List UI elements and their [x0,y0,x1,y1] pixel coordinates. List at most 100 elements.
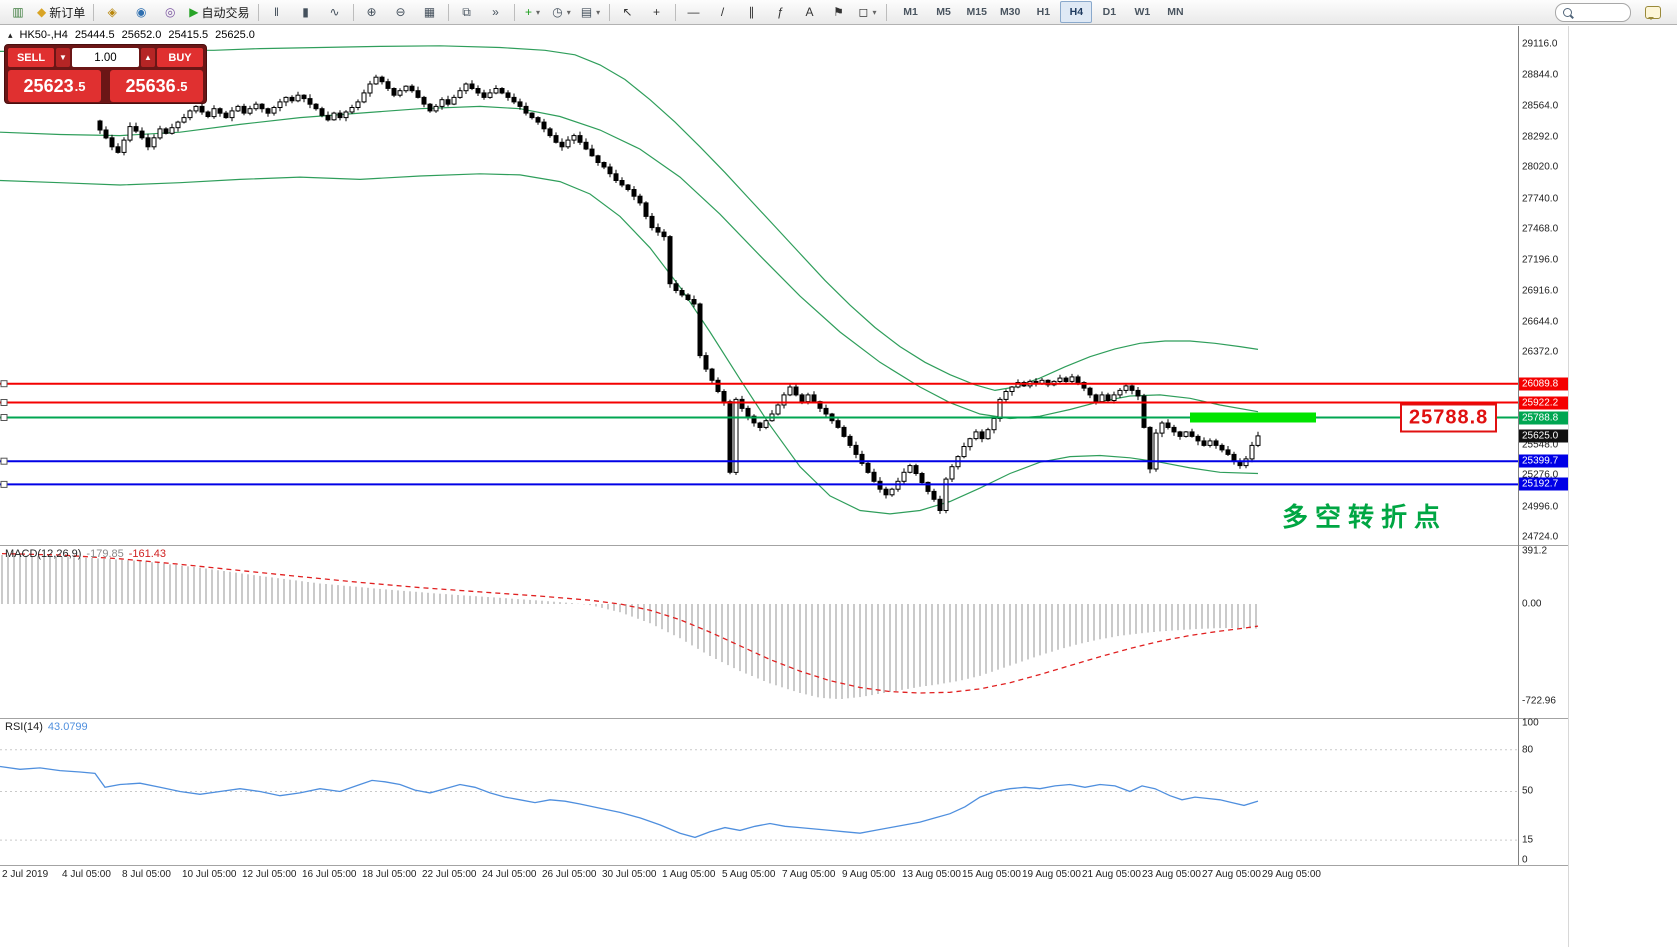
chat-button[interactable] [1639,1,1667,23]
rsi-scale-0: 0 [1522,854,1528,866]
cursor-button[interactable]: ↖ [614,1,642,23]
indicators-button[interactable]: + ▾ [519,1,547,23]
timeframe-m1-button[interactable]: M1 [903,6,918,18]
tile-windows-button[interactable]: ▦ [416,1,444,23]
time-axis-label: 23 Aug 05:00 [1142,869,1201,880]
timeframe-h1-button[interactable]: H1 [1036,6,1051,18]
chart-annotation[interactable]: 多空转折点 [1282,502,1448,532]
one-click-trade-panel: SELL ▼ ▲ BUY 25623 .5 25636 .5 [4,44,207,104]
volume-down-button[interactable]: ▼ [56,48,70,67]
toolbar-separator [447,3,449,21]
chart-ohlc-header: ▴ HK50-,H4 25444.5 25652.0 25415.5 25625… [8,29,255,41]
arrow-tools-icon: ⚑ [833,5,844,19]
bid-price-fraction: .5 [74,78,86,94]
close-value: 25625.0 [215,29,255,41]
timeframe-m15-button[interactable]: M15 [966,6,987,18]
market-watch-button[interactable]: ◉ [127,1,155,23]
rsi-scale-80: 80 [1522,744,1534,756]
strategy-tester-button[interactable]: ◎ [156,1,184,23]
price-scale-label: 29116.0 [1522,38,1558,50]
trendline-button[interactable]: / [709,1,737,23]
fibonacci-button[interactable]: ƒ [767,1,795,23]
price-scale-label: 28844.0 [1522,69,1559,80]
shapes-icon: ◻ [858,5,869,19]
autotrading-button[interactable]: ▶ 自动交易 [185,1,253,23]
profiles-button[interactable]: ◈ [98,1,126,23]
toolbar-right-cluster [1555,1,1667,23]
rsi-scale-100: 100 [1522,717,1539,729]
timeframe-mn-button[interactable]: MN [1167,6,1184,18]
macd-label: MACD(12,26,9) -179.85 -161.43 [5,548,166,560]
auto-scroll-icon: » [492,5,499,19]
bar-chart-icon: ‖ [274,5,279,19]
toolbar-separator [885,3,887,21]
zoom-out-button[interactable]: ⊖ [387,1,415,23]
price-callout-label[interactable]: 25788.8 [1400,403,1498,432]
time-axis-label: 29 Aug 05:00 [1262,869,1321,880]
line-chart-button[interactable]: ∿ [321,1,349,23]
timeframe-m30-button[interactable]: M30 [999,6,1021,18]
text-button[interactable]: A [796,1,824,23]
rsi-scale-15: 15 [1522,834,1534,846]
autotrading-icon: ▶ [189,5,199,19]
price-scale-label: 27740.0 [1522,193,1559,204]
periods-button[interactable]: ◷ ▾ [548,1,576,23]
zoom-in-button[interactable]: ⊕ [358,1,386,23]
open-value: 25444.5 [74,29,115,41]
toolbar-button-groups: ▥ ◆ 新订单 ◈ ◉ ◎ ▶ 自动交易 ‖ ▮ ∿ ⊕ ⊖ ▦ ⧉» + ▾ ◷ ▾ ▤ ▾ ↖ + — / ∥ ƒ A ⚑ ◻ ▾ [4,1,882,23]
timeframe-w1-button[interactable]: W1 [1134,6,1151,18]
time-axis-label: 1 Aug 05:00 [662,869,716,880]
trade-panel-toggle[interactable]: ▴ [8,29,13,40]
toolbar-separator [608,3,610,21]
timeframe-h4-button[interactable]: H4 [1060,1,1093,23]
tile-windows-icon: ▦ [423,5,436,19]
macd-pane-separator[interactable] [0,545,1568,546]
profiles-icon: ◈ [107,5,117,19]
trendline-icon: / [720,5,725,19]
horizontal-line-icon: — [687,5,700,19]
rsi-pane-separator[interactable] [0,718,1568,719]
bar-chart-button[interactable]: ‖ [263,1,291,23]
time-axis-label: 16 Jul 05:00 [302,869,357,880]
search-input[interactable] [1577,5,1623,19]
new-order-button[interactable]: ◆ 新订单 [33,1,89,23]
low-value: 25415.5 [168,29,209,41]
equidistant-channel-button[interactable]: ∥ [738,1,766,23]
toolbar: ▥ ◆ 新订单 ◈ ◉ ◎ ▶ 自动交易 ‖ ▮ ∿ ⊕ ⊖ ▦ ⧉» + ▾ ◷ ▾ ▤ ▾ ↖ + — / ∥ ƒ A ⚑ ◻ ▾ M1… [0,0,1677,25]
window-right-edge [1568,26,1569,947]
candlestick-chart-button[interactable]: ▮ [292,1,320,23]
buy-price-button[interactable]: 25636 .5 [110,70,203,102]
time-axis-label: 7 Aug 05:00 [782,869,836,880]
crosshair-icon: + [652,5,660,19]
dropdown-arrow-icon: ▾ [566,7,571,17]
time-axis-label: 8 Jul 05:00 [122,869,171,880]
crosshair-button[interactable]: + [643,1,671,23]
equidistant-channel-icon: ∥ [748,5,755,19]
templates-button[interactable]: ▤ ▾ [577,1,605,23]
timeframe-m5-button[interactable]: M5 [936,6,951,18]
new-order-icon: ◆ [37,5,47,19]
arrow-tools-button[interactable]: ⚑ [825,1,853,23]
high-value: 25652.0 [121,29,162,41]
sell-button[interactable]: SELL [8,48,54,67]
indicators-icon: + [524,5,532,19]
time-axis-label: 19 Aug 05:00 [1022,869,1081,880]
toolbar-separator [257,3,259,21]
new-chart-button[interactable]: ▥ [4,1,32,23]
price-scale-label: 28292.0 [1522,131,1559,142]
sell-price-button[interactable]: 25623 .5 [8,70,101,102]
hline-price-tag: 26089.8 [1519,377,1568,391]
volume-input[interactable] [72,48,139,67]
shapes-button[interactable]: ◻ ▾ [854,1,882,23]
timeframe-d1-button[interactable]: D1 [1102,6,1117,18]
buy-button[interactable]: BUY [157,48,203,67]
time-axis-label: 15 Aug 05:00 [962,869,1021,880]
volume-up-button[interactable]: ▲ [141,48,155,67]
macd-title: MACD(12,26,9) [5,548,82,560]
horizontal-line-button[interactable]: — [680,1,708,23]
auto-scroll-button[interactable]: » [482,1,510,23]
arrange-windows-button[interactable]: ⧉ [453,1,481,23]
new-order-button-label: 新订单 [49,5,86,20]
